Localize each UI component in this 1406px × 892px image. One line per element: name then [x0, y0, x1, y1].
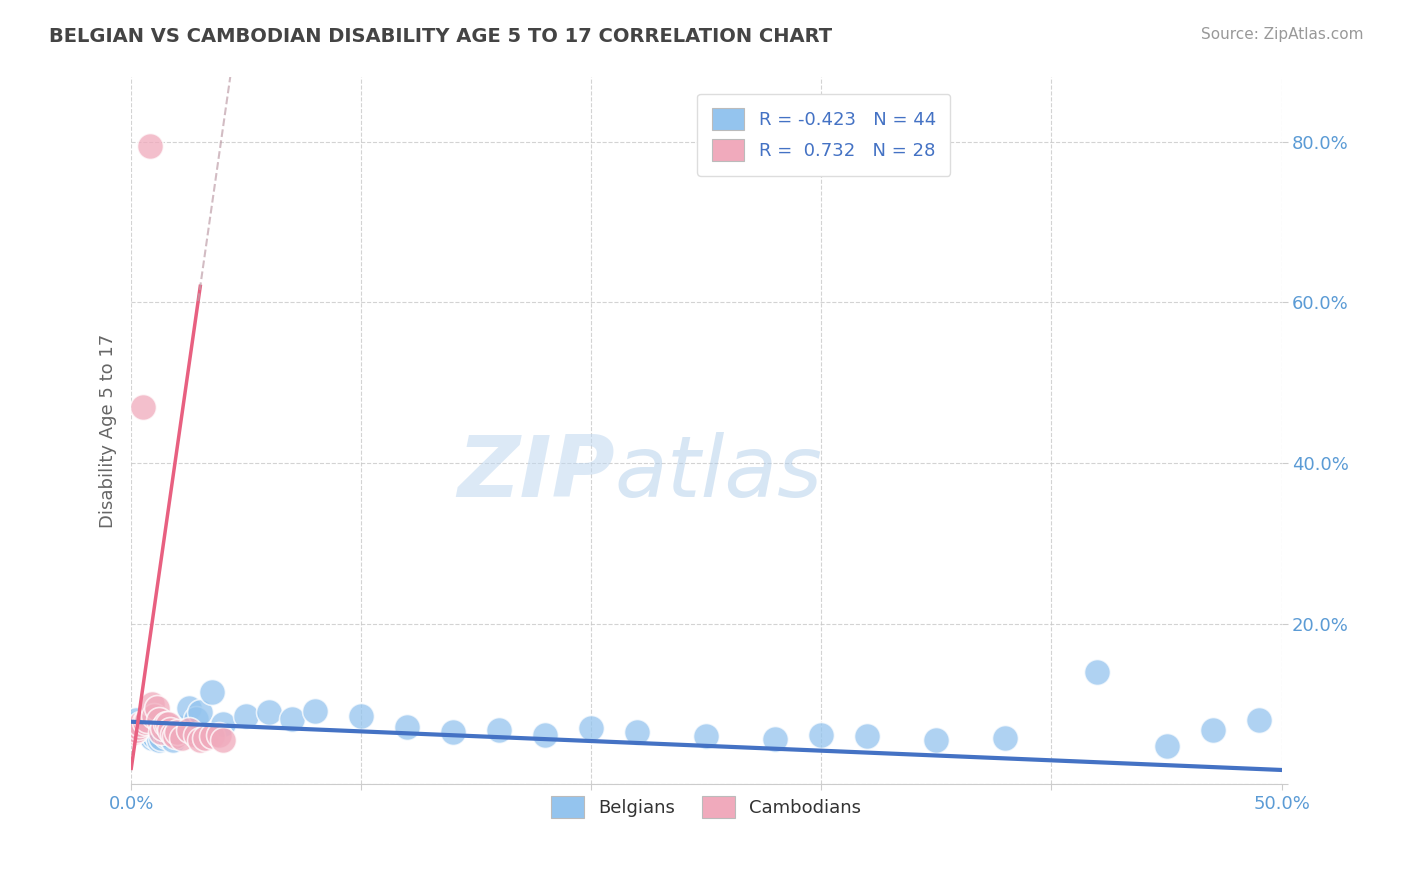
Point	[170, 725, 193, 739]
Text: BELGIAN VS CAMBODIAN DISABILITY AGE 5 TO 17 CORRELATION CHART: BELGIAN VS CAMBODIAN DISABILITY AGE 5 TO…	[49, 27, 832, 45]
Point	[141, 731, 163, 745]
Point	[143, 729, 166, 743]
Point	[157, 728, 180, 742]
Point	[129, 717, 152, 731]
Point	[145, 728, 167, 742]
Point	[134, 714, 156, 729]
Point	[1201, 723, 1223, 737]
Point	[235, 709, 257, 723]
Point	[127, 723, 149, 737]
Text: Source: ZipAtlas.com: Source: ZipAtlas.com	[1201, 27, 1364, 42]
Point	[134, 725, 156, 739]
Point	[143, 709, 166, 723]
Point	[441, 725, 464, 739]
Point	[1087, 665, 1109, 679]
Point	[136, 717, 159, 731]
Y-axis label: Disability Age 5 to 17: Disability Age 5 to 17	[100, 334, 117, 528]
Point	[488, 723, 510, 737]
Point	[138, 138, 160, 153]
Point	[212, 733, 235, 747]
Point	[122, 717, 145, 731]
Point	[132, 400, 155, 414]
Text: ZIP: ZIP	[457, 432, 614, 515]
Point	[201, 685, 224, 699]
Point	[194, 731, 217, 745]
Point	[148, 733, 170, 747]
Point	[157, 717, 180, 731]
Point	[132, 721, 155, 735]
Point	[626, 725, 648, 739]
Point	[212, 717, 235, 731]
Point	[177, 723, 200, 737]
Point	[1247, 713, 1270, 727]
Point	[177, 701, 200, 715]
Point	[138, 728, 160, 742]
Point	[201, 729, 224, 743]
Point	[127, 720, 149, 734]
Point	[856, 729, 879, 743]
Point	[166, 725, 188, 739]
Point	[188, 705, 211, 719]
Point	[159, 723, 181, 737]
Point	[155, 729, 177, 743]
Point	[810, 728, 832, 742]
Point	[304, 704, 326, 718]
Point	[141, 697, 163, 711]
Point	[208, 728, 231, 742]
Text: atlas: atlas	[614, 432, 823, 515]
Point	[581, 721, 603, 735]
Point	[281, 712, 304, 726]
Point	[150, 731, 173, 745]
Point	[150, 725, 173, 739]
Legend: Belgians, Cambodians: Belgians, Cambodians	[544, 789, 869, 825]
Point	[125, 723, 148, 737]
Point	[763, 731, 786, 746]
Point	[396, 720, 419, 734]
Point	[136, 713, 159, 727]
Point	[166, 720, 188, 734]
Point	[162, 733, 184, 747]
Point	[994, 731, 1017, 745]
Point	[155, 717, 177, 731]
Point	[259, 705, 281, 719]
Point	[163, 729, 186, 743]
Point	[184, 728, 207, 742]
Point	[188, 733, 211, 747]
Point	[129, 720, 152, 734]
Point	[925, 733, 948, 747]
Point	[170, 731, 193, 745]
Point	[162, 727, 184, 741]
Point	[122, 725, 145, 739]
Point	[534, 728, 557, 742]
Point	[1156, 739, 1178, 753]
Point	[145, 701, 167, 715]
Point	[125, 713, 148, 727]
Point	[350, 709, 373, 723]
Point	[184, 712, 207, 726]
Point	[695, 729, 717, 743]
Point	[148, 713, 170, 727]
Point	[152, 721, 174, 735]
